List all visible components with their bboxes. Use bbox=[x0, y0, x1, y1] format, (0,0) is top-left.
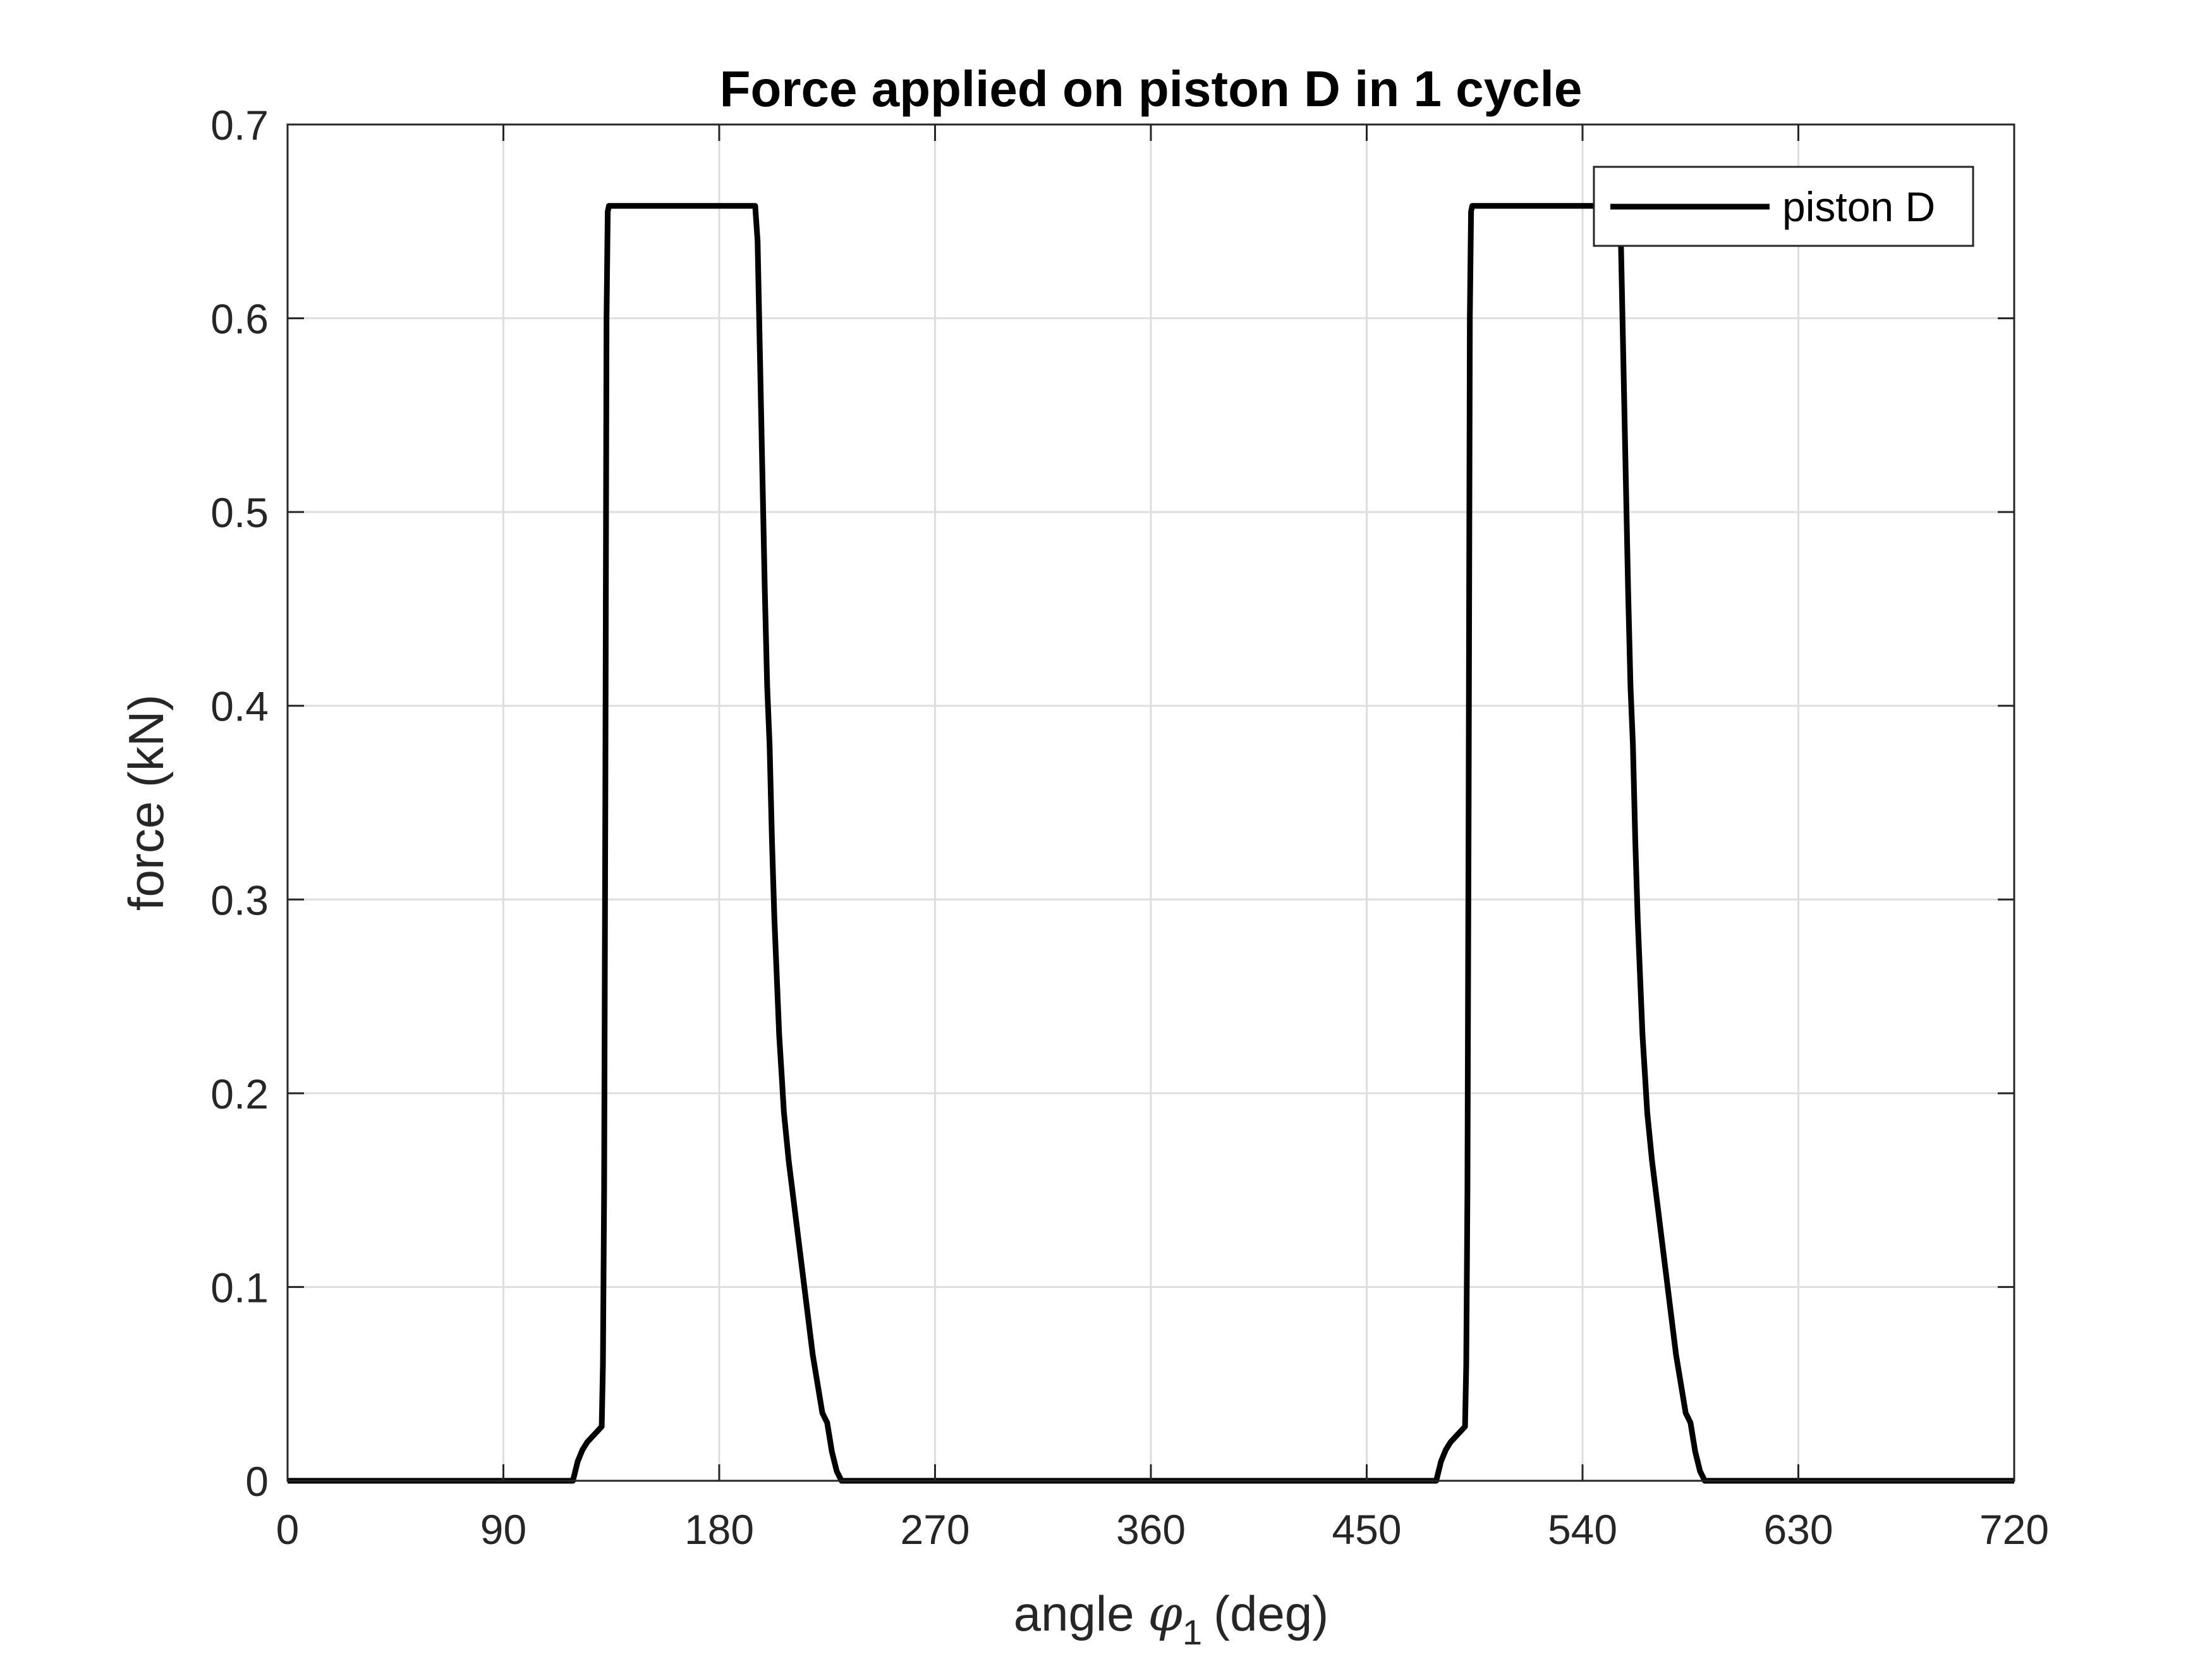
x-tick-labels: 0 90 180 270 360 450 540 630 720 bbox=[276, 1506, 2049, 1553]
x-tick-label-7: 630 bbox=[1763, 1506, 1833, 1553]
x-tick-label-1: 90 bbox=[480, 1506, 526, 1553]
x-axis-label: angle φ1 (deg) bbox=[1014, 1586, 1328, 1652]
y-tick-label-1: 0.1 bbox=[210, 1264, 269, 1311]
x-tick-label-4: 360 bbox=[1116, 1506, 1186, 1553]
x-gridlines bbox=[502, 125, 1799, 1481]
y-tick-labels: 0 0.1 0.2 0.3 0.4 0.5 0.6 0.7 bbox=[210, 102, 269, 1505]
axes-layer bbox=[286, 123, 2015, 1482]
x-tick-label-3: 270 bbox=[900, 1506, 969, 1553]
x-axis-label-text: angle bbox=[1014, 1586, 1134, 1641]
y-gridlines bbox=[288, 317, 2014, 1288]
x-tick-label-0: 0 bbox=[276, 1506, 300, 1553]
y-tick-label-2: 0.2 bbox=[210, 1071, 269, 1117]
legend-label-piston-d: piston D bbox=[1782, 183, 1935, 230]
x-axis-label-subscript: 1 bbox=[1182, 1612, 1202, 1652]
y-tick-label-0: 0 bbox=[245, 1458, 269, 1505]
x-axis-label-symbol: φ bbox=[1148, 1586, 1182, 1643]
y-axis-label: force (kN) bbox=[118, 695, 174, 911]
y-tick-label-4: 0.4 bbox=[210, 683, 269, 730]
x-tick-label-8: 720 bbox=[1979, 1506, 2049, 1553]
x-tick-label-5: 450 bbox=[1332, 1506, 1401, 1553]
x-axis-label-unit: (deg) bbox=[1213, 1586, 1328, 1641]
chart-title: Force applied on piston D in 1 cycle bbox=[720, 61, 1583, 117]
x-tick-label-6: 540 bbox=[1548, 1506, 1617, 1553]
y-tick-label-5: 0.5 bbox=[210, 489, 269, 536]
legend: piston D bbox=[1593, 166, 1974, 247]
y-tick-label-3: 0.3 bbox=[210, 877, 269, 923]
y-tick-label-6: 0.6 bbox=[210, 296, 269, 343]
y-tick-label-7: 0.7 bbox=[210, 102, 269, 149]
x-tick-label-2: 180 bbox=[684, 1506, 754, 1553]
